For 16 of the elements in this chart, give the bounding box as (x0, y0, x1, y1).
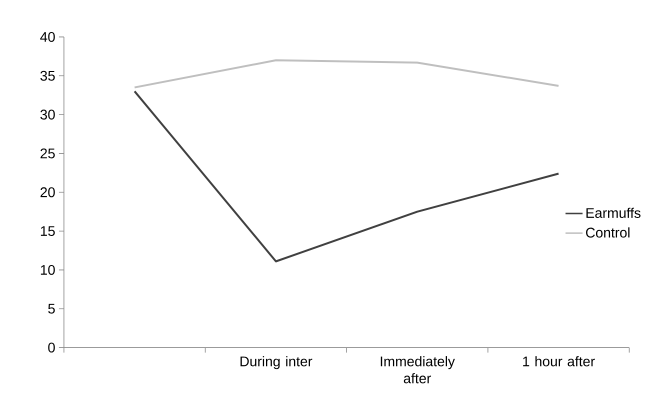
y-tick-label: 20 (40, 188, 55, 198)
y-tick-label: 40 (40, 32, 55, 42)
legend-label: Control (586, 228, 630, 238)
x-tick-label: Immediately after (380, 356, 455, 384)
y-tick-label: 25 (40, 148, 55, 159)
line-series (134, 60, 560, 89)
y-tick-label: 5 (48, 304, 55, 314)
y-tick-label: 15 (40, 226, 55, 236)
x-tick-label: 1 hour after (523, 356, 595, 367)
legend-label: Earmuffs (586, 208, 640, 218)
y-tick-label: 10 (40, 265, 55, 276)
y-tick-label: 30 (40, 110, 55, 120)
line-series (134, 90, 560, 263)
y-tick-label: 35 (40, 71, 55, 81)
x-tick-label: During inter (240, 356, 312, 370)
y-tick-label: 0 (48, 342, 55, 353)
